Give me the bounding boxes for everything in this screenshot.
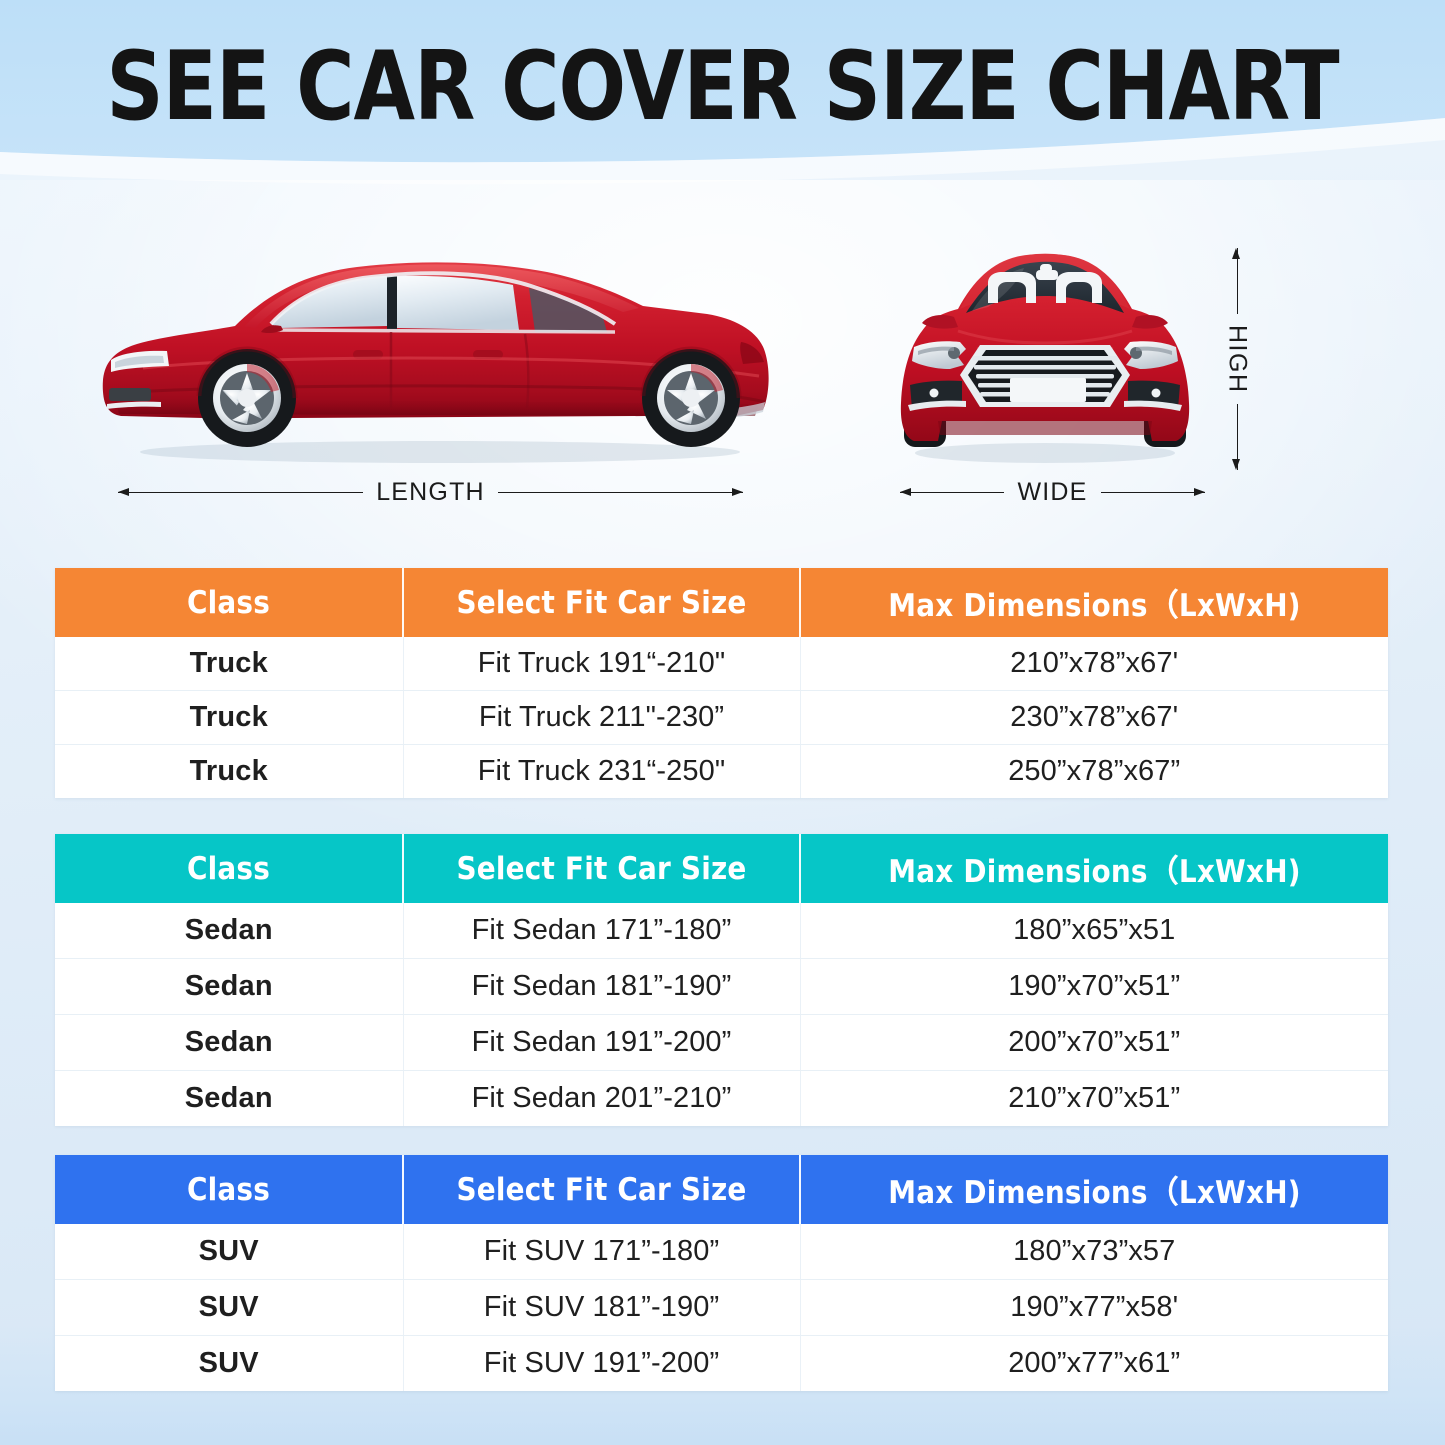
wide-arrow-right [1100, 487, 1206, 496]
cell-fit-size: Fit SUV 171”-180” [403, 1224, 801, 1280]
table-row: Sedan Fit Sedan 191”-200” 200”x70”x51” [55, 1014, 1388, 1071]
table-row: Sedan Fit Sedan 181”-190” 190”x70”x51” [55, 958, 1388, 1015]
cell-class: Sedan [55, 958, 404, 1015]
column-header-max-dimensions: Max Dimensions（LxWxH) [800, 568, 1388, 637]
cell-class: SUV [55, 1335, 404, 1391]
table-row: Truck Fit Truck 191“-210" 210”x78”x67' [55, 637, 1388, 691]
suv-size-table: Class Select Fit Car Size Max Dimensions… [55, 1155, 1388, 1391]
cell-fit-size: Fit Sedan 181”-190” [403, 958, 801, 1015]
page-title: SEE CAR COVER SIZE CHART [106, 32, 1339, 142]
table-row: SUV Fit SUV 181”-190” 190”x77”x58' [55, 1279, 1388, 1336]
table-header-row: Class Select Fit Car Size Max Dimensions… [55, 834, 1388, 903]
length-arrow-left [118, 487, 364, 496]
background-blue-band [0, 0, 1445, 185]
truck-size-table: Class Select Fit Car Size Max Dimensions… [55, 568, 1388, 798]
column-header-class: Class [55, 568, 404, 637]
cell-fit-size: Fit Truck 231“-250" [403, 744, 801, 798]
cell-fit-size: Fit Sedan 201”-210” [403, 1070, 801, 1126]
column-header-fit-size: Select Fit Car Size [403, 1155, 801, 1224]
cell-fit-size: Fit Sedan 191”-200” [403, 1014, 801, 1071]
front-view-illustration [880, 235, 1210, 470]
cell-max-dimensions: 200”x70”x51” [800, 1014, 1388, 1071]
cell-class: Sedan [55, 903, 404, 959]
wide-arrow-left [900, 487, 1005, 496]
table-header-row: Class Select Fit Car Size Max Dimensions… [55, 1155, 1388, 1224]
column-header-fit-size: Select Fit Car Size [403, 568, 801, 637]
column-header-max-dimensions: Max Dimensions（LxWxH) [800, 834, 1388, 903]
sedan-size-table: Class Select Fit Car Size Max Dimensions… [55, 834, 1388, 1126]
side-view-illustration [95, 240, 775, 470]
column-header-class: Class [55, 834, 404, 903]
cell-max-dimensions: 190”x77”x58' [800, 1279, 1388, 1336]
length-label: LENGTH [376, 477, 485, 506]
wide-dimension-line: WIDE [900, 477, 1206, 506]
table-header-row: Class Select Fit Car Size Max Dimensions… [55, 568, 1388, 637]
cell-max-dimensions: 210”x70”x51” [800, 1070, 1388, 1126]
table-row: Truck Fit Truck 211"-230” 230”x78”x67' [55, 690, 1388, 745]
wide-label: WIDE [1017, 477, 1088, 506]
table-row: SUV Fit SUV 191”-200” 200”x77”x61” [55, 1335, 1388, 1391]
table-row: Truck Fit Truck 231“-250" 250”x78”x67” [55, 744, 1388, 798]
cell-class: Sedan [55, 1014, 404, 1071]
high-label: HIGH [1223, 324, 1252, 394]
cell-max-dimensions: 200”x77”x61” [800, 1335, 1388, 1391]
cell-fit-size: Fit Truck 191“-210" [403, 637, 801, 691]
cell-max-dimensions: 250”x78”x67” [800, 744, 1388, 798]
cell-class: SUV [55, 1279, 404, 1336]
cell-class: Truck [55, 690, 404, 745]
cell-class: Sedan [55, 1070, 404, 1126]
cell-max-dimensions: 210”x78”x67' [800, 637, 1388, 691]
cell-fit-size: Fit Sedan 171”-180” [403, 903, 801, 959]
cell-max-dimensions: 180”x65”x51 [800, 903, 1388, 959]
cell-class: SUV [55, 1224, 404, 1280]
length-dimension-line: LENGTH [118, 477, 744, 506]
length-arrow-right [497, 487, 744, 496]
table-row: Sedan Fit Sedan 171”-180” 180”x65”x51 [55, 903, 1388, 959]
high-arrow-bottom [1232, 404, 1240, 470]
high-dimension-line: HIGH [1222, 247, 1252, 470]
cell-class: Truck [55, 637, 404, 691]
cell-max-dimensions: 180”x73”x57 [800, 1224, 1388, 1280]
table-row: Sedan Fit Sedan 201”-210” 210”x70”x51” [55, 1070, 1388, 1126]
table-row: SUV Fit SUV 171”-180” 180”x73”x57 [55, 1224, 1388, 1280]
high-arrow-top [1232, 247, 1240, 314]
column-header-max-dimensions: Max Dimensions（LxWxH) [800, 1155, 1388, 1224]
cell-fit-size: Fit Truck 211"-230” [403, 690, 801, 745]
cell-max-dimensions: 230”x78”x67' [800, 690, 1388, 745]
cell-fit-size: Fit SUV 191”-200” [403, 1335, 801, 1391]
column-header-fit-size: Select Fit Car Size [403, 834, 801, 903]
cell-class: Truck [55, 744, 404, 798]
column-header-class: Class [55, 1155, 404, 1224]
cell-fit-size: Fit SUV 181”-190” [403, 1279, 801, 1336]
cell-max-dimensions: 190”x70”x51” [800, 958, 1388, 1015]
